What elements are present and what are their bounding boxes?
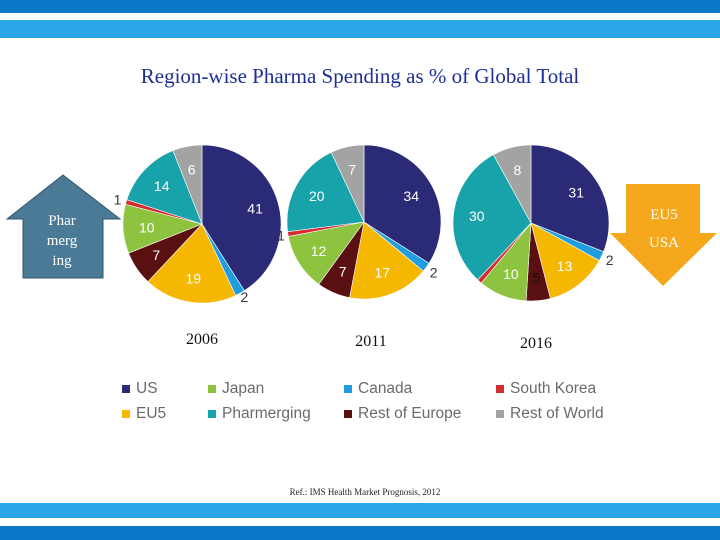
label-2011-pharmerging: 20 <box>309 188 325 204</box>
label-2016-us: 31 <box>568 184 584 200</box>
legend-item-canada: Canada <box>344 380 412 398</box>
label-2006-canada: 2 <box>241 289 249 305</box>
label-2011-eu5: 17 <box>375 265 391 281</box>
label-2016-pharmerging: 30 <box>469 208 485 224</box>
label-2016-canada: 2 <box>606 252 614 268</box>
legend-item-rest-of-world: Rest of World <box>496 405 604 423</box>
arrow-down-text-2: USA <box>649 235 679 251</box>
legend-label-pharmerging: Pharmerging <box>222 405 311 422</box>
label-2006-rest-of-europe: 7 <box>152 247 160 263</box>
label-2011-rest-of-europe: 7 <box>339 264 347 280</box>
legend-label-rest-of-world: Rest of World <box>510 405 604 422</box>
slide-title: Region-wise Pharma Spending as % of Glob… <box>140 64 580 88</box>
slice-2016-us <box>530 144 610 253</box>
pie-2016: 31 2 13 5 10 1 30 8 <box>452 144 614 302</box>
arrow-up-text-1: Phar <box>48 213 76 229</box>
legend-label-canada: Canada <box>358 380 413 397</box>
slice-2016-pharmerging <box>452 154 532 281</box>
slice-2011-us <box>363 144 442 264</box>
label-2006-south-korea: 1 <box>114 191 122 207</box>
legend-swatch-us <box>122 385 130 393</box>
legend-swatch-rest-of-europe <box>344 410 352 418</box>
legend-swatch-south-korea <box>496 385 504 393</box>
label-2011-rest-of-world: 7 <box>348 161 356 177</box>
label-2006-pharmerging: 14 <box>154 178 170 194</box>
arrow-down-text-1: EU5 <box>650 207 678 223</box>
legend-item-pharmerging: Pharmerging <box>208 405 311 423</box>
year-label-2006: 2006 <box>186 331 218 348</box>
pie-2011: 34 2 17 7 12 1 20 7 <box>277 144 442 300</box>
slice-2016-eu5 <box>530 222 600 299</box>
legend-item-rest-of-europe: Rest of Europe <box>344 405 461 423</box>
label-2016-south-korea: 1 <box>470 280 478 296</box>
label-2011-us: 34 <box>403 188 419 204</box>
legend-label-japan: Japan <box>222 380 265 397</box>
arrow-down-shape <box>610 184 717 286</box>
label-2016-rest-of-world: 8 <box>514 162 522 178</box>
reference-note: Ref.: IMS Health Market Prognosis, 2012 <box>289 487 441 497</box>
slice-2006-rest-of-world <box>172 144 203 225</box>
legend-swatch-rest-of-world <box>496 410 504 418</box>
label-2011-canada: 2 <box>430 265 438 281</box>
slice-2006-us <box>201 144 282 292</box>
legend-swatch-pharmerging <box>208 410 216 418</box>
slice-2011-pharmerging <box>286 151 365 232</box>
year-label-2016: 2016 <box>520 335 552 352</box>
label-2011-south-korea: 1 <box>277 228 285 244</box>
legend-swatch-japan <box>208 385 216 393</box>
legend-swatch-canada <box>344 385 352 393</box>
slice-2011-rest-of-world <box>330 144 365 223</box>
legend-label-rest-of-europe: Rest of Europe <box>358 405 462 422</box>
slice-2006-eu5 <box>147 223 237 304</box>
label-2016-rest-of-europe: 5 <box>532 269 540 285</box>
top-band-dark <box>0 0 720 13</box>
slice-2016-rest-of-world <box>493 144 532 224</box>
arrow-up-text-3: ing <box>52 253 72 269</box>
label-2016-eu5: 13 <box>557 258 573 274</box>
legend-item-south-korea: South Korea <box>496 380 596 398</box>
legend-item-us: US <box>122 380 158 398</box>
bottom-band-light <box>0 503 720 518</box>
pie-2006: 41 2 19 7 10 1 14 6 <box>114 144 282 305</box>
legend-swatch-eu5 <box>122 410 130 418</box>
label-2006-eu5: 19 <box>186 271 202 287</box>
label-2011-japan: 12 <box>311 243 327 259</box>
label-2006-japan: 10 <box>139 220 155 236</box>
label-2006-us: 41 <box>247 201 263 217</box>
bottom-band-dark <box>0 526 720 540</box>
arrow-up-text-2: merg <box>47 233 78 249</box>
arrow-up-shape <box>5 174 122 279</box>
legend-label-south-korea: South Korea <box>510 380 597 397</box>
legend-item-japan: Japan <box>208 380 264 398</box>
legend-label-us: US <box>136 380 158 397</box>
label-2006-rest-of-world: 6 <box>188 162 196 178</box>
label-2016-japan: 10 <box>503 266 519 282</box>
legend-label-eu5: EU5 <box>136 405 167 422</box>
slice-2011-eu5 <box>349 221 424 300</box>
top-band-light <box>0 20 720 38</box>
year-label-2011: 2011 <box>355 333 386 350</box>
legend-item-eu5: EU5 <box>122 405 166 423</box>
slice-2006-pharmerging <box>126 150 203 225</box>
